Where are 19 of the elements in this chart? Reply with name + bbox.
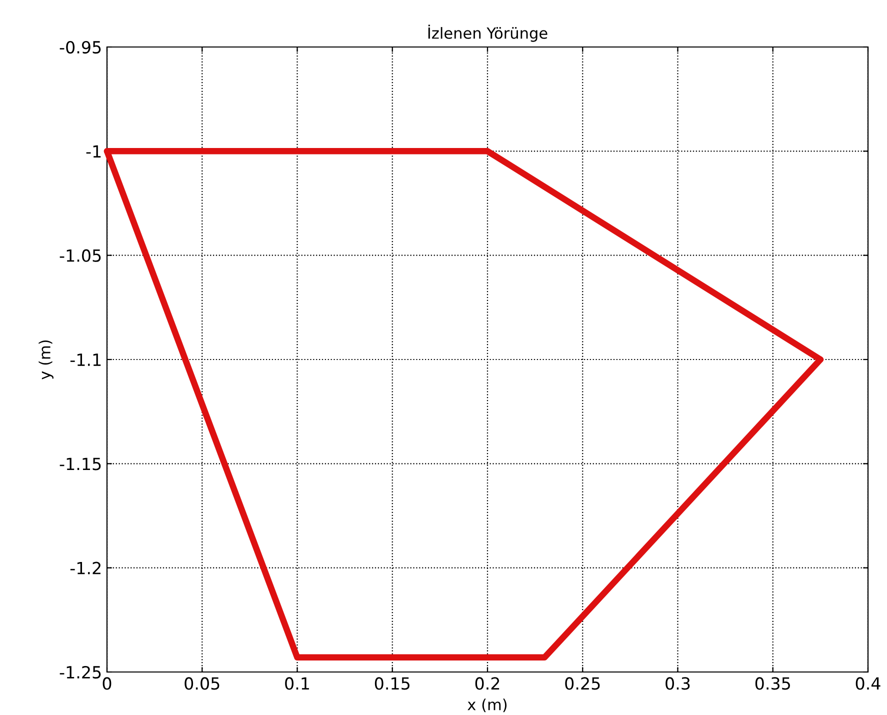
y-tick-label: -1.15 bbox=[60, 458, 101, 470]
y-tick-label: -1.2 bbox=[70, 562, 100, 574]
y-tick-label: -1.05 bbox=[60, 249, 101, 262]
y-tick-label: -1.1 bbox=[70, 354, 101, 366]
y-tick-label: -1 bbox=[86, 145, 101, 158]
x-tick-label: 0.3 bbox=[666, 677, 690, 690]
x-tick-label: 0 bbox=[102, 677, 112, 690]
y-tick-label: -0.95 bbox=[60, 40, 101, 54]
y-axis-title: y (m) bbox=[38, 340, 54, 380]
x-tick-label: 0.4 bbox=[856, 677, 880, 690]
y-tick-label: -1.25 bbox=[60, 666, 101, 679]
x-tick-label: 0.2 bbox=[475, 677, 500, 690]
x-tick-label: 0.05 bbox=[184, 677, 220, 690]
x-tick-label: 0.15 bbox=[374, 677, 410, 690]
x-tick-label: 0.35 bbox=[755, 677, 790, 690]
x-tick-label: 0.1 bbox=[285, 677, 309, 690]
x-tick-label: 0.25 bbox=[565, 677, 600, 690]
chart-title: İzlenen Yörünge bbox=[428, 24, 548, 42]
x-axis-title: x (m) bbox=[468, 698, 507, 712]
